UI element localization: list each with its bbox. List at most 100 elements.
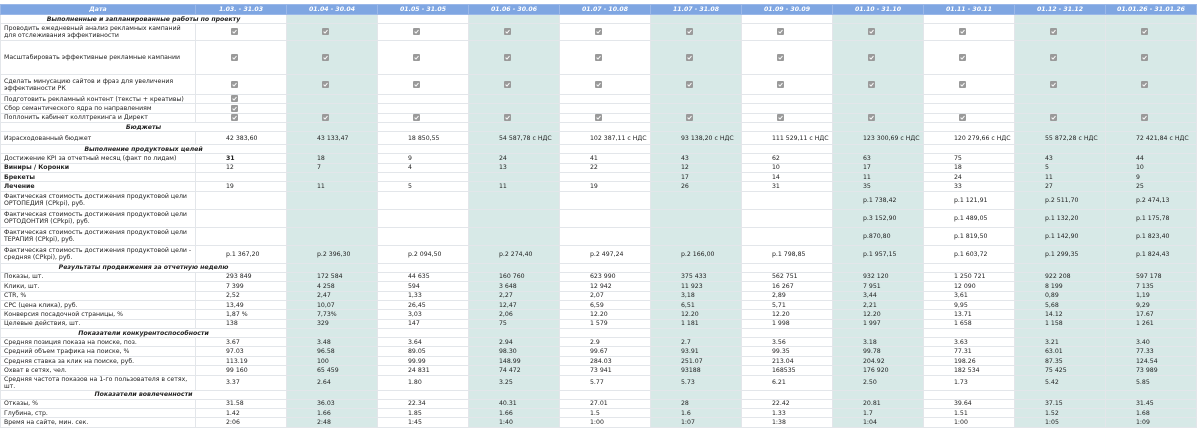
- cell-value: 1.85: [377, 408, 469, 419]
- checkbox-checked: [231, 104, 238, 112]
- period-header: 01.01.26 - 31.01.26: [1105, 4, 1197, 15]
- checkbox-checked: [413, 53, 420, 61]
- period-header: 01.09 - 30.09: [741, 4, 833, 15]
- cell-value: 5: [1014, 162, 1106, 173]
- cell-value: 63: [832, 153, 924, 164]
- data-row: Израсходованный бюджет 42 383,60 43 133,47…: [0, 131, 1197, 146]
- cell-value: 72 421,84 с НДС: [1105, 131, 1197, 146]
- cell: [286, 74, 378, 95]
- cell-value: [741, 103, 833, 114]
- cell-value: 12.20: [559, 309, 651, 320]
- cell: [741, 328, 833, 339]
- cell-value: 5.73: [650, 374, 742, 391]
- row-label: Брекеты: [0, 171, 196, 183]
- cell-value: 1 579: [559, 318, 651, 330]
- cell-value: 1:00: [559, 417, 651, 428]
- cell-value: 1 250 721: [923, 271, 1015, 283]
- cell-value: [559, 208, 651, 228]
- cell-value: 31: [741, 181, 833, 192]
- cell-value: 213.04: [741, 355, 833, 367]
- row-label: CTR, %: [0, 290, 196, 301]
- checkbox-checked: [1050, 114, 1057, 122]
- cell: [195, 23, 287, 41]
- cell-value: 8 199: [1014, 281, 1106, 292]
- cell-value: 1 181: [650, 318, 742, 330]
- cell-value: 33: [923, 181, 1015, 192]
- cell-value: 12 942: [559, 281, 651, 292]
- cell: [923, 389, 1015, 400]
- cell-value: 18: [286, 153, 378, 164]
- cell-value: [559, 190, 651, 210]
- cell-value: 182 534: [923, 365, 1015, 376]
- row-label: Средняя ставка за клик на поиске, руб.: [0, 355, 196, 367]
- cell-value: 18: [923, 162, 1015, 173]
- cell-value: 11: [468, 181, 560, 192]
- checkbox-checked: [413, 28, 420, 36]
- cell: [1105, 144, 1197, 155]
- cell: [468, 74, 560, 95]
- cell: [559, 23, 651, 41]
- cell-value: 18 850,55: [377, 131, 469, 146]
- cell: [468, 144, 560, 155]
- cell: [923, 23, 1015, 41]
- cell-value: 1.51: [923, 408, 1015, 419]
- cell: [377, 389, 469, 400]
- cell-value: [377, 103, 469, 114]
- cell: [377, 144, 469, 155]
- section-row: Выполнение продуктовых целей: [0, 144, 1197, 155]
- cell-value: 251.07: [650, 355, 742, 367]
- data-row: Сбор семантического ядра по направлениям: [0, 103, 1197, 114]
- row-label: Фактическая стоимость достижения продукт…: [0, 208, 196, 228]
- data-row: Средняя позиция показа на поиске, поз. 3.…: [0, 337, 1197, 348]
- cell-value: 3,44: [832, 290, 924, 301]
- cell: [650, 74, 742, 95]
- cell-value: 2,06: [468, 309, 560, 320]
- cell-value: 3.37: [195, 374, 287, 391]
- data-row: Сделать минусацию сайтов и фраз для увел…: [0, 74, 1197, 95]
- data-row: Проводить ежедневный анализ рекламных ка…: [0, 23, 1197, 41]
- cell-value: 63.01: [1014, 346, 1106, 357]
- cell-value: 3.48: [286, 337, 378, 348]
- cell-value: 54 587,78 с НДС: [468, 131, 560, 146]
- cell-value: [741, 226, 833, 246]
- cell-value: 87.35: [1014, 355, 1106, 367]
- cell-value: 10: [741, 162, 833, 173]
- row-label: Поплонить кабинет коллтрекинга и Директ: [0, 112, 196, 124]
- cell-value: 1.80: [377, 374, 469, 391]
- cell-value: 1:07: [650, 417, 742, 428]
- cell-value: [468, 171, 560, 183]
- cell-value: 16 267: [741, 281, 833, 292]
- cell: [468, 112, 560, 124]
- row-label: Время на сайте, мин. сек.: [0, 417, 196, 428]
- cell-value: р.1 824,43: [1105, 244, 1197, 264]
- cell-value: [195, 190, 287, 210]
- cell-value: 102 387,11 с НДС: [559, 131, 651, 146]
- cell-value: 2.9: [559, 337, 651, 348]
- cell-value: 10: [1105, 162, 1197, 173]
- cell-value: 17: [832, 162, 924, 173]
- cell-value: 1.6: [650, 408, 742, 419]
- checkbox-checked: [686, 53, 693, 61]
- cell: [1105, 328, 1197, 339]
- cell-value: 31: [195, 153, 287, 164]
- cell-value: 1,33: [377, 290, 469, 301]
- checkbox-checked: [322, 28, 329, 36]
- cell-value: 3,03: [377, 309, 469, 320]
- cell: [1105, 262, 1197, 273]
- cell-value: 1.7: [832, 408, 924, 419]
- cell: [1014, 112, 1106, 124]
- section-row: Показатели вовлеченности: [0, 389, 1197, 400]
- period-header: 01.10 - 31.10: [832, 4, 924, 15]
- cell-value: 27.01: [559, 398, 651, 410]
- cell-value: 37.15: [1014, 398, 1106, 410]
- cell-value: 3 648: [468, 281, 560, 292]
- cell: [923, 328, 1015, 339]
- cell: [1105, 23, 1197, 41]
- cell-value: 9: [1105, 171, 1197, 183]
- cell-value: 204.92: [832, 355, 924, 367]
- cell-value: [741, 190, 833, 210]
- cell-value: 7 135: [1105, 281, 1197, 292]
- checkbox-checked: [595, 80, 602, 88]
- cell-value: [468, 93, 560, 105]
- cell-value: 1.66: [468, 408, 560, 419]
